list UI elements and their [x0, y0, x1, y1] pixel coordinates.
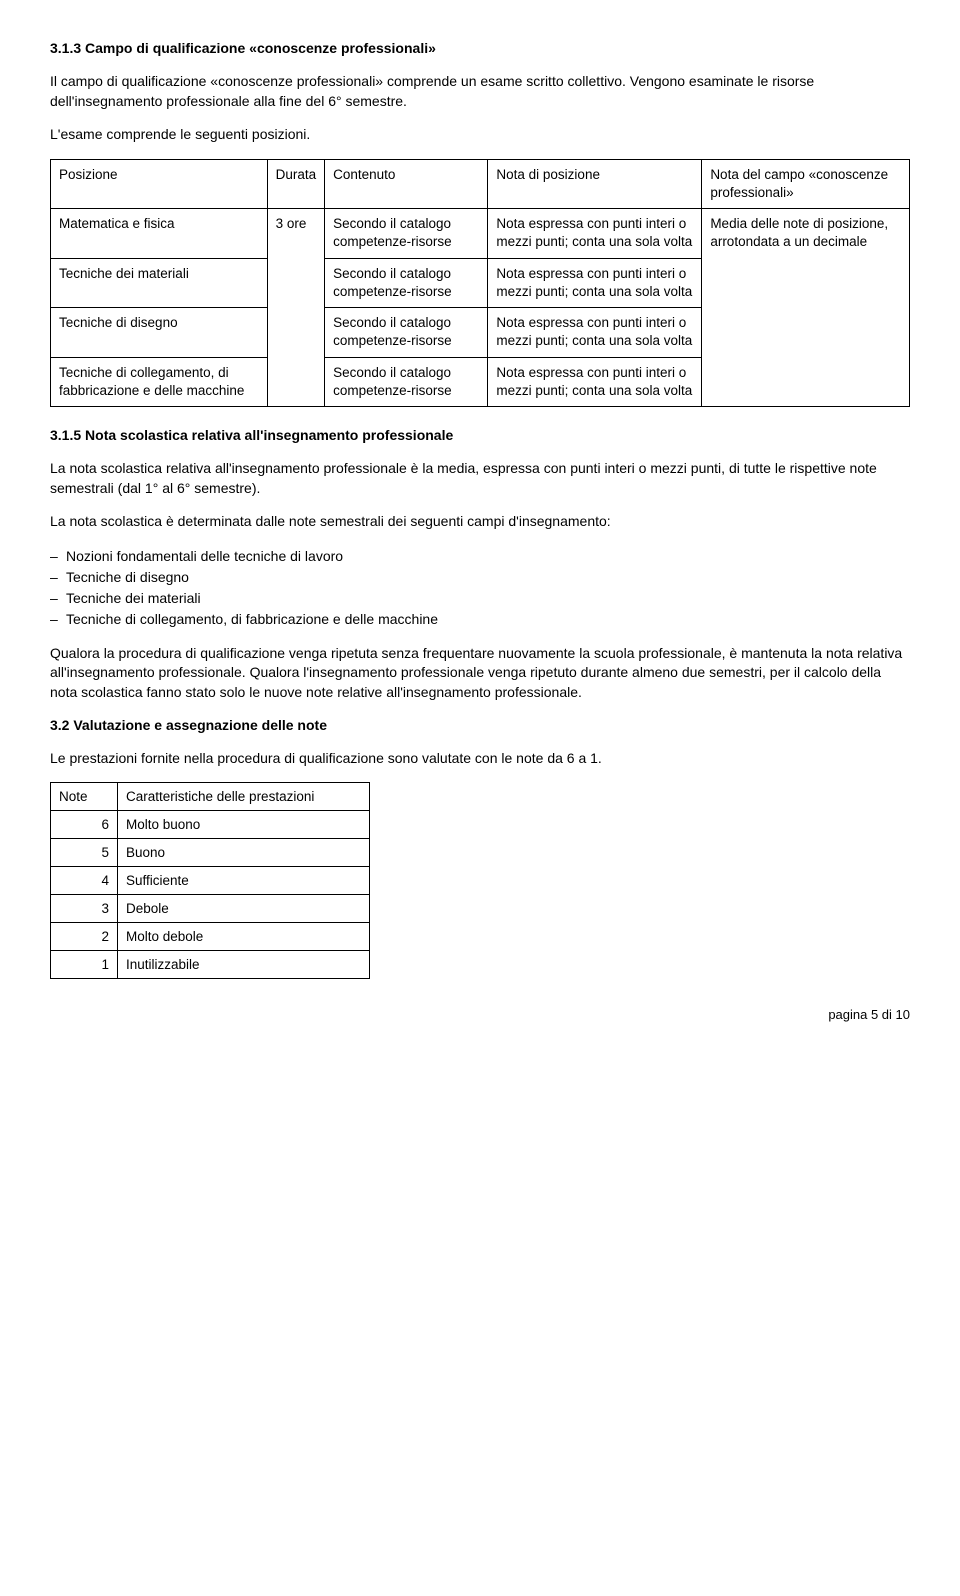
th-note: Note — [51, 783, 118, 811]
cell-grade: 6 — [51, 811, 118, 839]
table-row: 5 Buono — [51, 839, 370, 867]
heading-3-1-3: 3.1.3 Campo di qualificazione «conoscenz… — [50, 40, 910, 56]
table-row: Matematica e fisica 3 ore Secondo il cat… — [51, 209, 910, 258]
table-header-row: Note Caratteristiche delle prestazioni — [51, 783, 370, 811]
grades-table: Note Caratteristiche delle prestazioni 6… — [50, 782, 370, 979]
document-page: 3.1.3 Campo di qualificazione «conoscenz… — [0, 0, 960, 1052]
list-item: Tecniche dei materiali — [50, 588, 910, 609]
cell-label: Sufficiente — [118, 867, 370, 895]
cell-label: Buono — [118, 839, 370, 867]
th-caratteristiche: Caratteristiche delle prestazioni — [118, 783, 370, 811]
paragraph: La nota scolastica relativa all'insegnam… — [50, 459, 910, 498]
paragraph: La nota scolastica è determinata dalle n… — [50, 512, 910, 532]
cell-label: Molto buono — [118, 811, 370, 839]
th-contenuto: Contenuto — [325, 159, 488, 208]
cell-nota: Nota espressa con punti interi o mezzi p… — [488, 308, 702, 357]
table-row: 4 Sufficiente — [51, 867, 370, 895]
table-row: 1 Inutilizzabile — [51, 951, 370, 979]
cell-label: Inutilizzabile — [118, 951, 370, 979]
table-row: 3 Debole — [51, 895, 370, 923]
cell-nota: Nota espressa con punti interi o mezzi p… — [488, 209, 702, 258]
paragraph: Qualora la procedura di qualificazione v… — [50, 644, 910, 703]
cell-contenuto: Secondo il catalogo competenze-risorse — [325, 209, 488, 258]
cell-contenuto: Secondo il catalogo competenze-risorse — [325, 258, 488, 307]
table-header-row: Posizione Durata Contenuto Nota di posiz… — [51, 159, 910, 208]
page-footer: pagina 5 di 10 — [50, 1007, 910, 1022]
cell-nota: Nota espressa con punti interi o mezzi p… — [488, 258, 702, 307]
list-item: Tecniche di collegamento, di fabbricazio… — [50, 609, 910, 630]
list-item: Nozioni fondamentali delle tecniche di l… — [50, 546, 910, 567]
heading-3-2: 3.2 Valutazione e assegnazione delle not… — [50, 717, 910, 733]
paragraph: L'esame comprende le seguenti posizioni. — [50, 125, 910, 145]
cell-label: Molto debole — [118, 923, 370, 951]
paragraph: Il campo di qualificazione «conoscenze p… — [50, 72, 910, 111]
cell-grade: 2 — [51, 923, 118, 951]
cell-grade: 5 — [51, 839, 118, 867]
cell-grade: 1 — [51, 951, 118, 979]
cell-durata: 3 ore — [267, 209, 325, 407]
paragraph: Le prestazioni fornite nella procedura d… — [50, 749, 910, 769]
cell-nota-campo: Media delle note di posizione, arrotonda… — [702, 209, 910, 407]
cell-contenuto: Secondo il catalogo competenze-risorse — [325, 357, 488, 406]
cell-grade: 3 — [51, 895, 118, 923]
th-nota-campo: Nota del campo «conoscenze professionali… — [702, 159, 910, 208]
table-row: 6 Molto buono — [51, 811, 370, 839]
table-row: 2 Molto debole — [51, 923, 370, 951]
positions-table: Posizione Durata Contenuto Nota di posiz… — [50, 159, 910, 407]
cell-grade: 4 — [51, 867, 118, 895]
th-nota-posizione: Nota di posizione — [488, 159, 702, 208]
list-item: Tecniche di disegno — [50, 567, 910, 588]
cell-posizione: Tecniche di disegno — [51, 308, 268, 357]
cell-contenuto: Secondo il catalogo competenze-risorse — [325, 308, 488, 357]
fields-list: Nozioni fondamentali delle tecniche di l… — [50, 546, 910, 630]
cell-posizione: Tecniche dei materiali — [51, 258, 268, 307]
cell-posizione: Matematica e fisica — [51, 209, 268, 258]
heading-3-1-5: 3.1.5 Nota scolastica relativa all'inseg… — [50, 427, 910, 443]
th-posizione: Posizione — [51, 159, 268, 208]
cell-label: Debole — [118, 895, 370, 923]
th-durata: Durata — [267, 159, 325, 208]
cell-nota: Nota espressa con punti interi o mezzi p… — [488, 357, 702, 406]
cell-posizione: Tecniche di collegamento, di fabbricazio… — [51, 357, 268, 406]
